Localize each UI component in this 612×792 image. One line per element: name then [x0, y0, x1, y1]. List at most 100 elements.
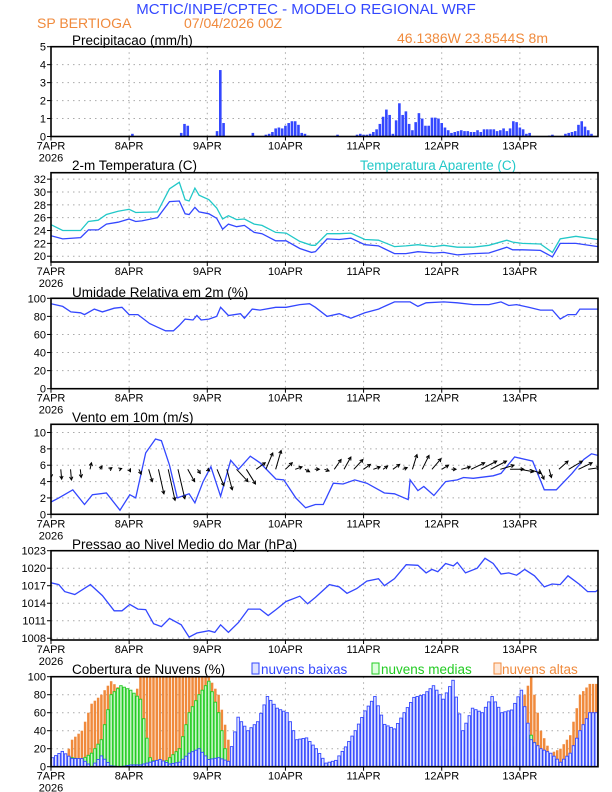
temp-frame — [50, 171, 599, 263]
cloud-bar-nuvens-medias — [119, 685, 123, 767]
precip-bar — [336, 134, 339, 137]
x-tick-label: 13APR — [502, 393, 537, 405]
cloud-bar-nuvens-altas — [555, 750, 559, 767]
y-tick-label: 0 — [40, 384, 46, 396]
y-tick-label: 40 — [34, 726, 46, 738]
wind-vector-arrowhead — [548, 473, 553, 479]
cloud-bar-nuvens-baixas — [366, 705, 371, 767]
y-tick-label: 0 — [40, 509, 46, 521]
cloud-bar-nuvens-baixas — [509, 709, 514, 767]
y-tick-label: 3 — [40, 78, 46, 90]
cloud-bar-nuvens-medias — [216, 712, 221, 767]
wind-vector-arrow — [167, 469, 176, 501]
wind-vector-arrow — [157, 469, 165, 494]
precip-bar — [508, 128, 512, 137]
cloud-bar-nuvens-baixas — [177, 761, 182, 767]
temp-title: 2-m Temperatura (C) — [72, 158, 197, 173]
cloud-bar-nuvens-baixas — [353, 730, 358, 767]
x-tick-label: 10APR — [268, 141, 303, 153]
cloud-bar-nuvens-altas — [148, 676, 152, 767]
y-tick-label: 2 — [40, 96, 46, 108]
cloud-bar-nuvens-medias — [197, 694, 201, 767]
cloud-bar-nuvens-altas — [145, 676, 149, 767]
wind-vector-arrowhead — [315, 467, 321, 472]
cloud-bar-nuvens-baixas — [317, 753, 322, 767]
cloud-bar-nuvens-baixas — [552, 755, 556, 767]
cloud-bar-nuvens-baixas — [470, 707, 475, 767]
cloud-bar-nuvens-baixas — [435, 689, 439, 767]
cloud-bar-nuvens-baixas — [535, 745, 540, 767]
precip-bar — [277, 127, 281, 137]
y-tick-label: 5 — [40, 42, 46, 54]
cloud-bar-nuvens-baixas — [259, 712, 263, 767]
cloud-bar-nuvens-baixas — [275, 707, 279, 767]
y-tick-label: 1011 — [22, 616, 46, 628]
cloud-bar-nuvens-baixas — [155, 759, 159, 767]
wind-vector-arrowhead — [288, 462, 294, 467]
cloud-bar-nuvens-baixas — [285, 712, 289, 767]
station-name: SP BERTIOGA — [37, 15, 132, 31]
cloud-bar-nuvens-altas — [565, 739, 569, 767]
wind-vector-arrow — [363, 463, 371, 470]
precip-bar — [381, 116, 385, 137]
x-tick-label: 13APR — [502, 644, 537, 656]
cloud-bar-nuvens-baixas — [493, 701, 498, 767]
cloud-bar-nuvens-medias — [168, 757, 172, 767]
wind-vector-arrowhead — [403, 466, 409, 471]
wind-vector-arrowhead — [261, 462, 267, 467]
cloud-bar-nuvens-baixas — [337, 755, 341, 767]
cloud-bar-nuvens-altas — [184, 676, 188, 767]
precip-bar — [577, 124, 580, 137]
cloud-bar-nuvens-baixas — [229, 746, 234, 767]
precip-bar — [437, 118, 440, 137]
x-tick-label: 13APR — [502, 266, 537, 278]
x-tick-label: 7APR — [37, 141, 66, 153]
cloud-bar-nuvens-baixas — [513, 702, 517, 767]
wind-vector-arrow — [148, 469, 153, 482]
cloud-bar-nuvens-baixas — [210, 758, 214, 767]
cloud-bar-nuvens-baixas — [288, 721, 292, 767]
cloud-bar-nuvens-baixas — [194, 749, 198, 767]
wind-vector-arrowhead — [206, 467, 211, 472]
clouds-title: Cobertura de Nuvens (%) — [72, 662, 225, 677]
wind-vector-arrowhead — [437, 457, 442, 463]
wind-panel: 0 2 4 6 8 10 7APR 8APR 9APR 10APR 11APR 12APR 13APR 2… — [34, 423, 599, 542]
cloud-bar-nuvens-baixas — [529, 739, 533, 767]
x-tick-label: 12APR — [424, 393, 459, 405]
cloud-bar-nuvens-baixas — [295, 739, 299, 767]
y-tick-label: 4 — [40, 477, 46, 489]
wind-vector-arrow — [392, 463, 401, 470]
precip-bar — [573, 131, 577, 137]
cloud-bar-nuvens-baixas — [226, 760, 231, 767]
wind-vector-arrowhead — [578, 460, 584, 465]
y-tick-label: 40 — [34, 348, 46, 360]
cloud-bar-nuvens-altas — [178, 676, 181, 767]
wind-vector-arrow — [333, 459, 342, 470]
cloud-bar-nuvens-baixas — [451, 679, 455, 767]
precip-bar — [183, 123, 186, 137]
cloud-bar-nuvens-altas — [90, 703, 93, 767]
precip-bar — [401, 114, 404, 137]
cloud-bar-nuvens-baixas — [545, 751, 550, 767]
precip-bar — [525, 133, 528, 137]
cloud-bar-nuvens-baixas — [516, 696, 520, 767]
y-tick-label: 20 — [34, 251, 46, 263]
precip-bar — [355, 134, 359, 137]
x-tick-label: 11APR — [347, 266, 381, 278]
cloud-bar-nuvens-medias — [125, 688, 130, 767]
wind-vector-arrow — [70, 469, 72, 480]
cloud-bar-nuvens-baixas — [223, 759, 227, 767]
cloud-bar-nuvens-medias — [203, 685, 208, 767]
cloud-bar-nuvens-baixas — [239, 721, 244, 767]
wind-title: Vento em 10m (m/s) — [72, 410, 194, 425]
precip-bar — [528, 132, 531, 137]
cloud-bar-nuvens-baixas — [67, 755, 71, 767]
x-tick-label: 7APR — [37, 266, 66, 278]
cloud-bar-nuvens-medias — [109, 694, 113, 767]
cloud-bar-nuvens-baixas — [252, 724, 257, 767]
cloud-bar-nuvens-medias — [171, 754, 175, 767]
wind-vector-arrow — [373, 466, 381, 470]
mid-cloud-legend-icon — [371, 662, 380, 675]
wind-vector-arrowhead — [269, 451, 274, 457]
